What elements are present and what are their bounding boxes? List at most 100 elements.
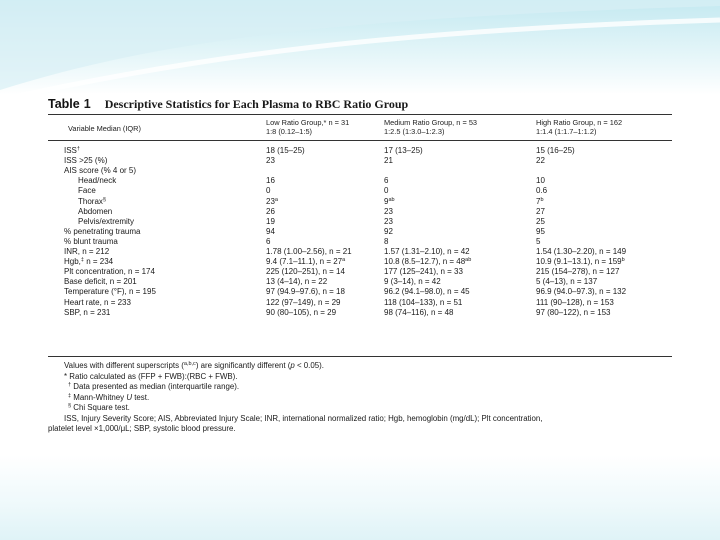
cell-high: 215 (154–278), n = 127 [536, 267, 620, 277]
row-label: Temperature (°F), n = 195 [64, 287, 156, 297]
cell-medium: 9 (3–14), n = 42 [384, 277, 441, 287]
cell-medium: 23 [384, 216, 393, 226]
table-row: Thorax§ 23a 9ab 7b [48, 197, 672, 207]
cell-low: 16 [266, 176, 275, 186]
table-row: Plt concentration, n = 174 225 (120–251),… [48, 267, 672, 277]
cell-medium: 0 [384, 186, 389, 196]
cell-high: 22 [536, 156, 545, 166]
row-label: Head/neck [78, 176, 117, 186]
cell-high: 96.9 (94.0–97.3), n = 132 [536, 287, 627, 297]
cell-medium: 8 [384, 236, 389, 246]
col-high-line2: 1:1.4 (1:1.7–1:1.2) [536, 127, 597, 136]
table-row: AIS score (% 4 or 5) [48, 166, 672, 176]
cell-high: 95 [536, 226, 545, 236]
col-high-header: High Ratio Group, n = 162 1:1.4 (1:1.7–1… [536, 118, 622, 136]
row-label: AIS score (% 4 or 5) [64, 166, 137, 176]
cell-high: 5 (4–13), n = 137 [536, 277, 598, 287]
cell-low: 19 [266, 216, 275, 226]
cell-medium: 118 (104–133), n = 51 [384, 297, 463, 307]
cell-medium: 92 [384, 226, 393, 236]
row-label: INR, n = 212 [64, 247, 110, 256]
cell-medium: 21 [384, 156, 393, 166]
rule-header-bottom [48, 140, 672, 141]
col-medium-header: Medium Ratio Group, n = 53 1:2.5 (1:3.0–… [384, 118, 477, 136]
col-medium-line2: 1:2.5 (1:3.0–1:2.3) [384, 127, 445, 136]
cell-low: 23a [266, 196, 278, 206]
row-label: Base deficit, n = 201 [64, 277, 137, 287]
footnote: § Chi Square test. [68, 403, 130, 412]
row-label: Pelvis/extremity [78, 216, 135, 226]
table-title: Descriptive Statistics for Each Plasma t… [104, 97, 409, 111]
cell-low: 90 (80–105), n = 29 [266, 307, 337, 317]
col-variable-line1: Variable Median (IQR) [68, 124, 141, 133]
slide-background-bottom [0, 455, 720, 540]
footnote: ‡ Mann-Whitney U test. [68, 392, 150, 402]
col-variable-header: Variable Median (IQR) [68, 124, 141, 133]
cell-high: 10.9 (9.1–13.1), n = 159b [536, 257, 625, 267]
cell-high: 27 [536, 206, 545, 216]
table-row: ISS >25 (%) 23 21 22 [48, 156, 672, 166]
cell-high: 1.54 (1.30–2.20), n = 149 [536, 247, 627, 256]
cell-high: 7b [536, 196, 544, 206]
table-row: Heart rate, n = 233 122 (97–149), n = 29 1… [48, 298, 672, 308]
cell-medium: 9ab [384, 196, 395, 206]
cell-high: 111 (90–128), n = 153 [536, 297, 614, 307]
cell-high: 5 [536, 236, 541, 246]
col-low-line1: Low Ratio Group,* n = 31 [266, 118, 350, 127]
cell-medium: 177 (125–241), n = 33 [384, 267, 463, 277]
rule-body-bottom [48, 356, 672, 357]
cell-high: 97 (80–122), n = 153 [536, 307, 611, 317]
cell-medium: 17 (13–25) [384, 146, 423, 155]
table-number: 1 [83, 97, 91, 111]
table-row: INR, n = 212 1.78 (1.00–2.56), n = 21 1.57… [48, 247, 672, 257]
cell-low: 225 (120–251), n = 14 [266, 267, 345, 277]
cell-medium: 96.2 (94.1–98.0), n = 45 [384, 287, 470, 297]
cell-low: 9.4 (7.1–11.1), n = 27a [266, 257, 346, 267]
cell-low: 0 [266, 186, 271, 196]
table-row: ISS† 18 (15–25) 17 (13–25) 15 (16–25) [48, 146, 672, 156]
footnote: ISS, Injury Severity Score; AIS, Abbrevi… [64, 413, 543, 423]
row-label: ISS† [64, 146, 80, 155]
table-row: % penetrating trauma 94 92 95 [48, 227, 672, 237]
cell-low: 94 [266, 226, 275, 236]
cell-high: 10 [536, 176, 545, 186]
decorative-swoosh [0, 0, 720, 103]
cell-low: 1.78 (1.00–2.56), n = 21 [266, 247, 352, 256]
footnote: platelet level ×1,000/μL; SBP, systolic … [48, 424, 236, 433]
table-row: Hgb,‡ n = 234 9.4 (7.1–11.1), n = 27a 10.8… [48, 257, 672, 267]
cell-high: 15 (16–25) [536, 146, 575, 155]
col-high-line1: High Ratio Group, n = 162 [536, 118, 623, 127]
footnote: Values with different superscripts (a,b,… [64, 361, 324, 370]
cell-low: 18 (15–25) [266, 146, 305, 155]
cell-medium: 6 [384, 176, 389, 186]
row-label: Heart rate, n = 233 [64, 297, 131, 307]
table-row: Pelvis/extremity 19 23 25 [48, 217, 672, 227]
row-label: SBP, n = 231 [64, 307, 111, 317]
col-medium-line1: Medium Ratio Group, n = 53 [384, 118, 478, 127]
rule-top [48, 114, 672, 115]
cell-medium: 10.8 (8.5–12.7), n = 48ab [384, 257, 472, 267]
table-row: Temperature (°F), n = 195 97 (94.9–97.6),… [48, 287, 672, 297]
cell-low: 26 [266, 206, 275, 216]
row-label: % penetrating trauma [64, 226, 141, 236]
col-low-line2: 1:8 (0.12–1:5) [266, 127, 313, 136]
table-label: Table [48, 97, 80, 111]
col-low-header: Low Ratio Group,* n = 31 1:8 (0.12–1:5) [266, 118, 349, 136]
footnote: † Data presented as median (interquartil… [68, 382, 240, 391]
table-row: Base deficit, n = 201 13 (4–14), n = 22 9 … [48, 277, 672, 287]
row-label: Face [78, 186, 96, 196]
cell-low: 13 (4–14), n = 22 [266, 277, 328, 287]
cell-low: 6 [266, 236, 271, 246]
row-label: Plt concentration, n = 174 [64, 267, 155, 277]
cell-high: 0.6 [536, 186, 548, 196]
cell-low: 97 (94.9–97.6), n = 18 [266, 287, 345, 297]
table-row: % blunt trauma 6 8 5 [48, 237, 672, 247]
cell-medium: 23 [384, 206, 393, 216]
row-label: Thorax§ [78, 196, 106, 206]
cell-medium: 1.57 (1.31–2.10), n = 42 [384, 247, 470, 256]
table-header: Table 1 Descriptive Statistics for Each Pl… [48, 95, 408, 111]
table-row: Head/neck 16 6 10 [48, 176, 672, 186]
row-label: % blunt trauma [64, 236, 118, 246]
table-image: Table 1 Descriptive Statistics for Each Pl… [48, 93, 672, 448]
row-label: Hgb,‡ n = 234 [64, 257, 114, 267]
